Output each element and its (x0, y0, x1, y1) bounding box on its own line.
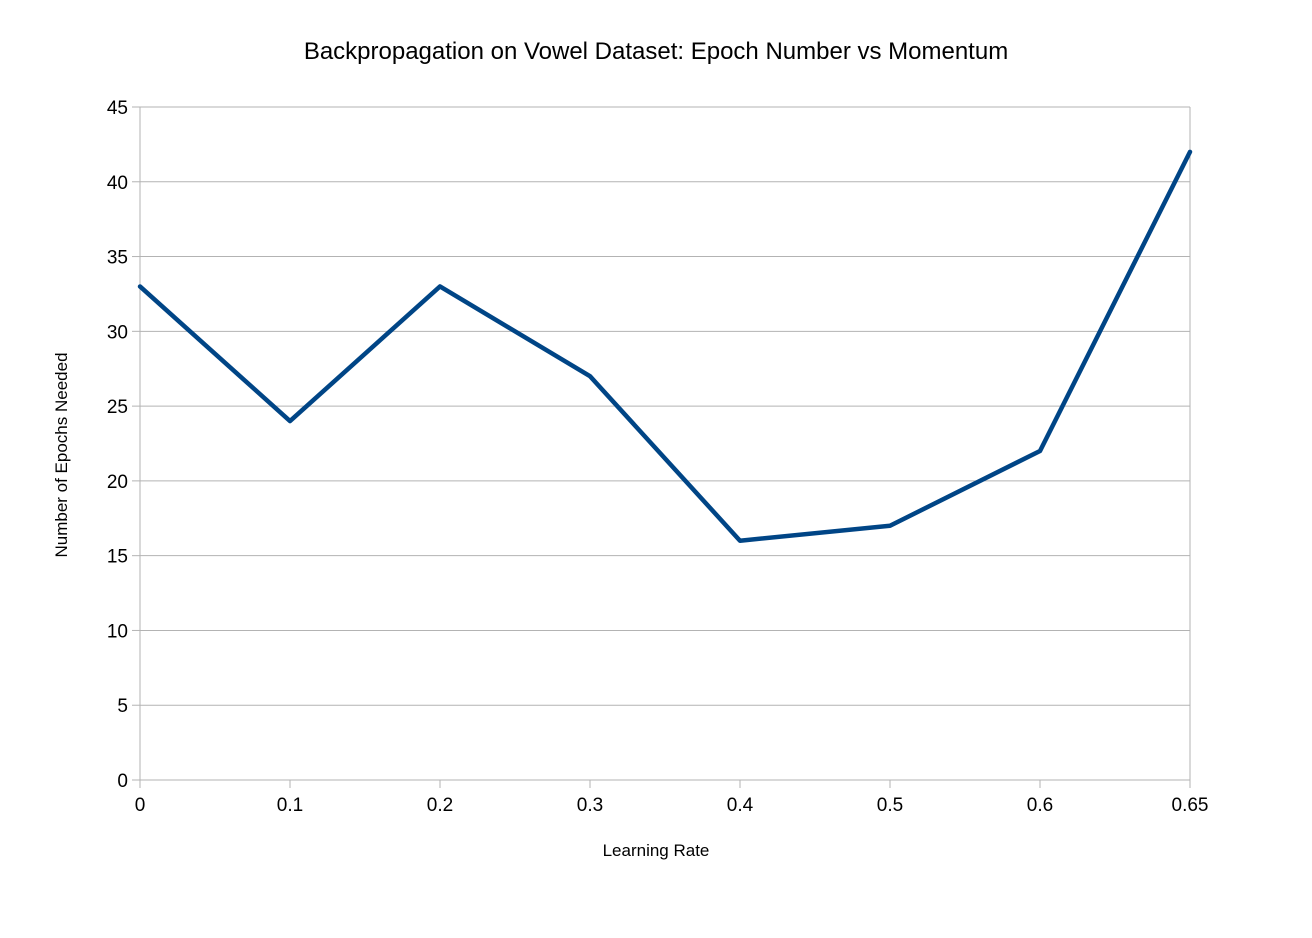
x-tick-label: 0.4 (727, 795, 754, 816)
y-tick-label: 35 (107, 248, 128, 269)
y-tick-label: 20 (107, 472, 128, 493)
y-tick-label: 30 (107, 322, 128, 343)
x-axis-label: Learning Rate (603, 841, 710, 860)
x-tick-label: 0.1 (277, 795, 303, 816)
y-tick-label: 25 (107, 397, 128, 418)
y-tick-label: 0 (117, 771, 128, 792)
y-tick-labels: 0 5 10 15 20 25 30 35 40 45 (107, 98, 128, 792)
x-tick-label: 0.65 (1172, 795, 1209, 816)
x-tick-label: 0.2 (427, 795, 453, 816)
x-tick-label: 0.5 (877, 795, 903, 816)
y-axis-label: Number of Epochs Needed (52, 352, 71, 557)
y-tick-label: 15 (107, 547, 128, 568)
y-tick-label: 5 (117, 696, 128, 717)
gridlines (140, 107, 1190, 705)
x-tick-label: 0 (135, 795, 146, 816)
y-tick-label: 45 (107, 98, 128, 119)
x-tick-label: 0.3 (577, 795, 603, 816)
chart-title: Backpropagation on Vowel Dataset: Epoch … (304, 38, 1008, 65)
axes (132, 107, 1190, 788)
x-tick-label: 0.6 (1027, 795, 1053, 816)
y-tick-label: 40 (107, 173, 128, 194)
x-tick-labels: 0 0.1 0.2 0.3 0.4 0.5 0.6 0.65 (135, 795, 1209, 816)
y-tick-label: 10 (107, 621, 128, 642)
series-layer (140, 152, 1190, 541)
series-line (140, 152, 1190, 541)
